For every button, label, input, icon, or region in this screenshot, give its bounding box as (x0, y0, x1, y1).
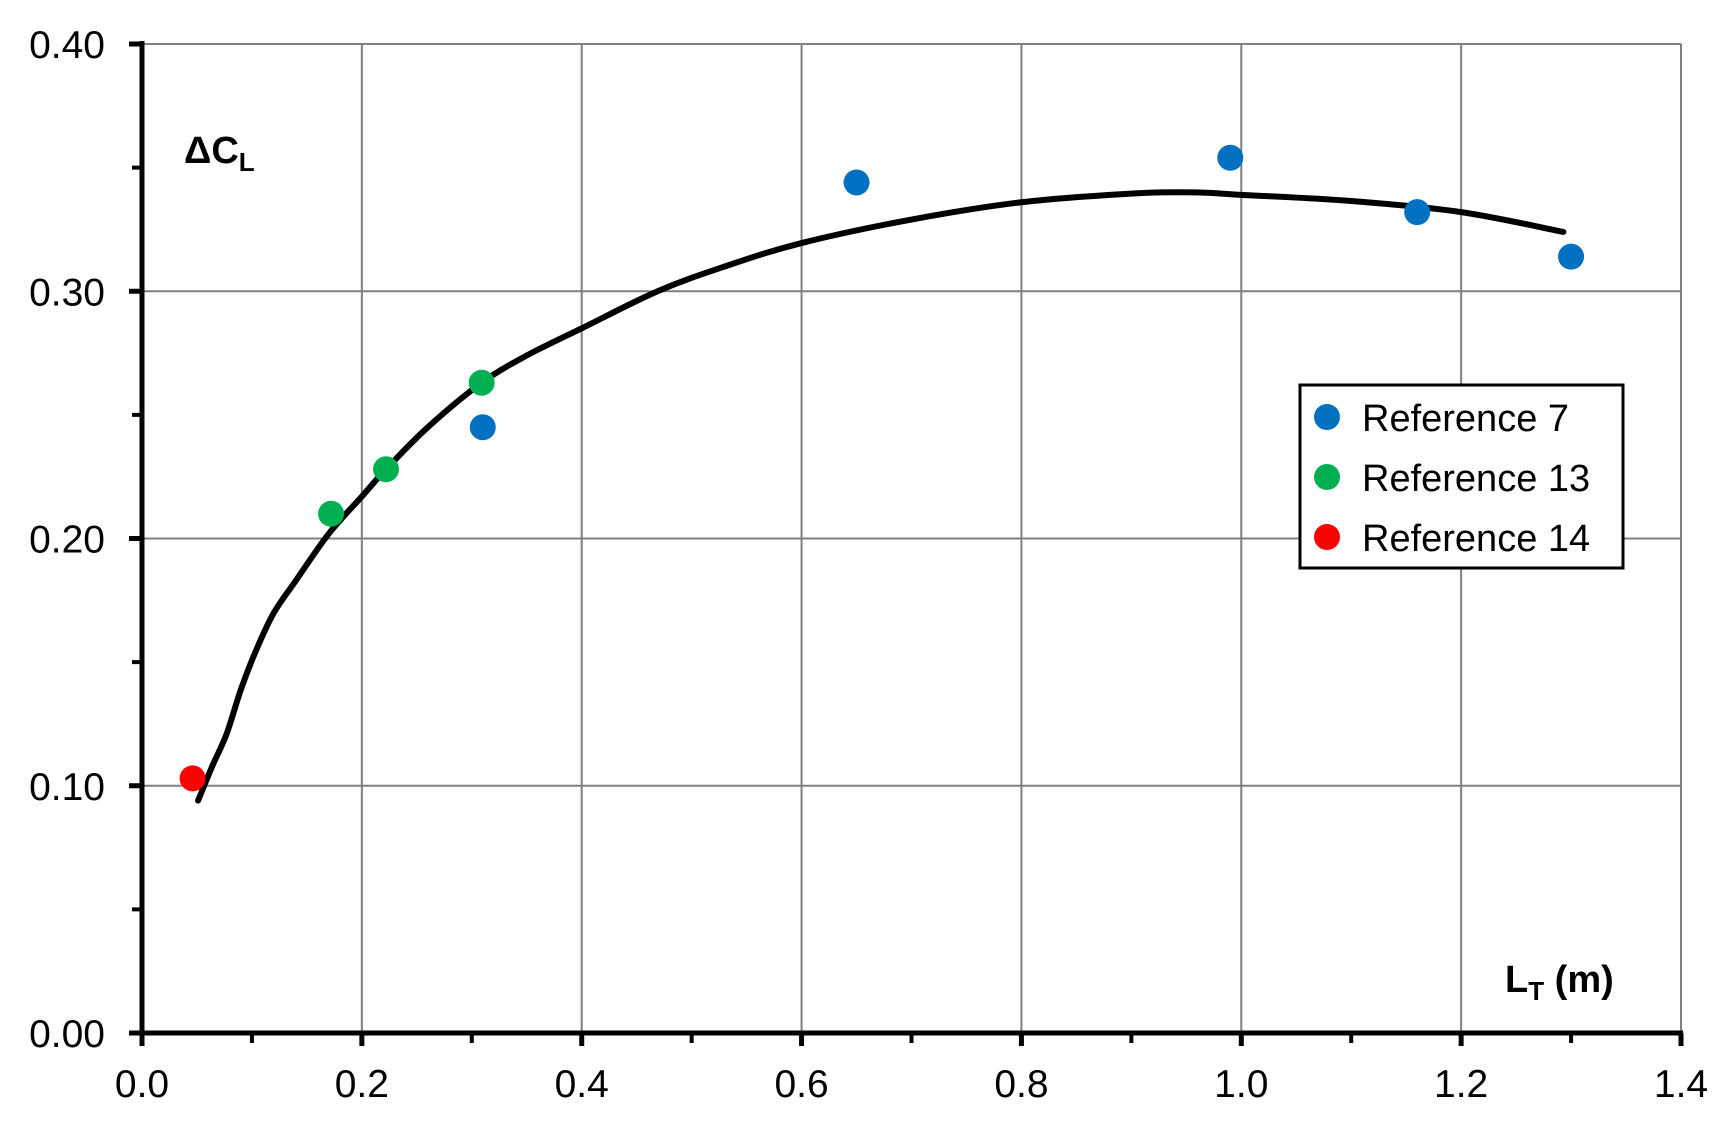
legend-box (1298, 383, 1625, 570)
series-reference-7 (469, 144, 1585, 441)
legend-marker-blue-icon (1314, 404, 1340, 430)
series-reference-13 (318, 369, 495, 527)
x-axis-ticks: 0.0 0.2 0.4 0.6 0.8 1.0 1.2 1.4 (115, 1033, 1708, 1106)
legend-label: Reference 14 (1362, 518, 1590, 560)
legend-label: Reference 13 (1362, 458, 1590, 500)
legend-item-reference-7: Reference 7 (1314, 398, 1569, 440)
y-tick-label: 0.10 (29, 766, 105, 809)
legend: Reference 7 Reference 13 Reference 14 (1298, 383, 1625, 570)
x-tick-label: 0.2 (335, 1063, 389, 1106)
y-tick-label: 0.30 (29, 271, 105, 314)
y-tick-label: 0.00 (29, 1013, 105, 1056)
x-tick-label: 1.0 (1214, 1063, 1268, 1106)
x-tick-label: 1.4 (1654, 1063, 1708, 1106)
x-tick-label: 0.8 (994, 1063, 1048, 1106)
y-axis-ticks: 0.00 0.10 0.20 0.30 0.40 (29, 24, 142, 1056)
x-axis-title-main: L (1505, 959, 1528, 1001)
x-tick-label: 0.0 (115, 1063, 169, 1106)
data-point-marker (1217, 144, 1244, 171)
y-axis-title-main: ΔC (184, 130, 239, 172)
y-tick-label: 0.20 (29, 519, 105, 562)
legend-item-reference-13: Reference 13 (1314, 458, 1590, 500)
data-point-marker (1558, 243, 1585, 270)
series-reference-14 (179, 765, 206, 792)
legend-marker-red-icon (1314, 524, 1340, 550)
legend-label: Reference 7 (1362, 398, 1569, 440)
data-point-marker (1404, 199, 1431, 226)
data-point-marker (373, 456, 400, 483)
x-tick-label: 1.2 (1434, 1063, 1488, 1106)
legend-item-reference-14: Reference 14 (1314, 518, 1590, 560)
data-point-marker (468, 369, 495, 396)
y-axis-title: ΔCL (184, 130, 255, 177)
data-points (179, 144, 1585, 792)
data-point-marker (179, 765, 206, 792)
y-tick-label: 0.40 (29, 24, 105, 67)
data-point-marker (469, 414, 496, 441)
x-tick-label: 0.6 (774, 1063, 828, 1106)
trend-curve (195, 189, 1567, 804)
x-tick-label: 0.4 (555, 1063, 609, 1106)
y-axis-title-subscript: L (239, 147, 255, 177)
x-axis-title: LT (m) (1505, 959, 1614, 1006)
legend-marker-green-icon (1314, 464, 1340, 490)
data-point-marker (318, 500, 345, 527)
data-point-marker (843, 169, 870, 196)
x-axis-title-unit: (m) (1544, 959, 1614, 1001)
x-axis-title-subscript: T (1528, 976, 1544, 1006)
